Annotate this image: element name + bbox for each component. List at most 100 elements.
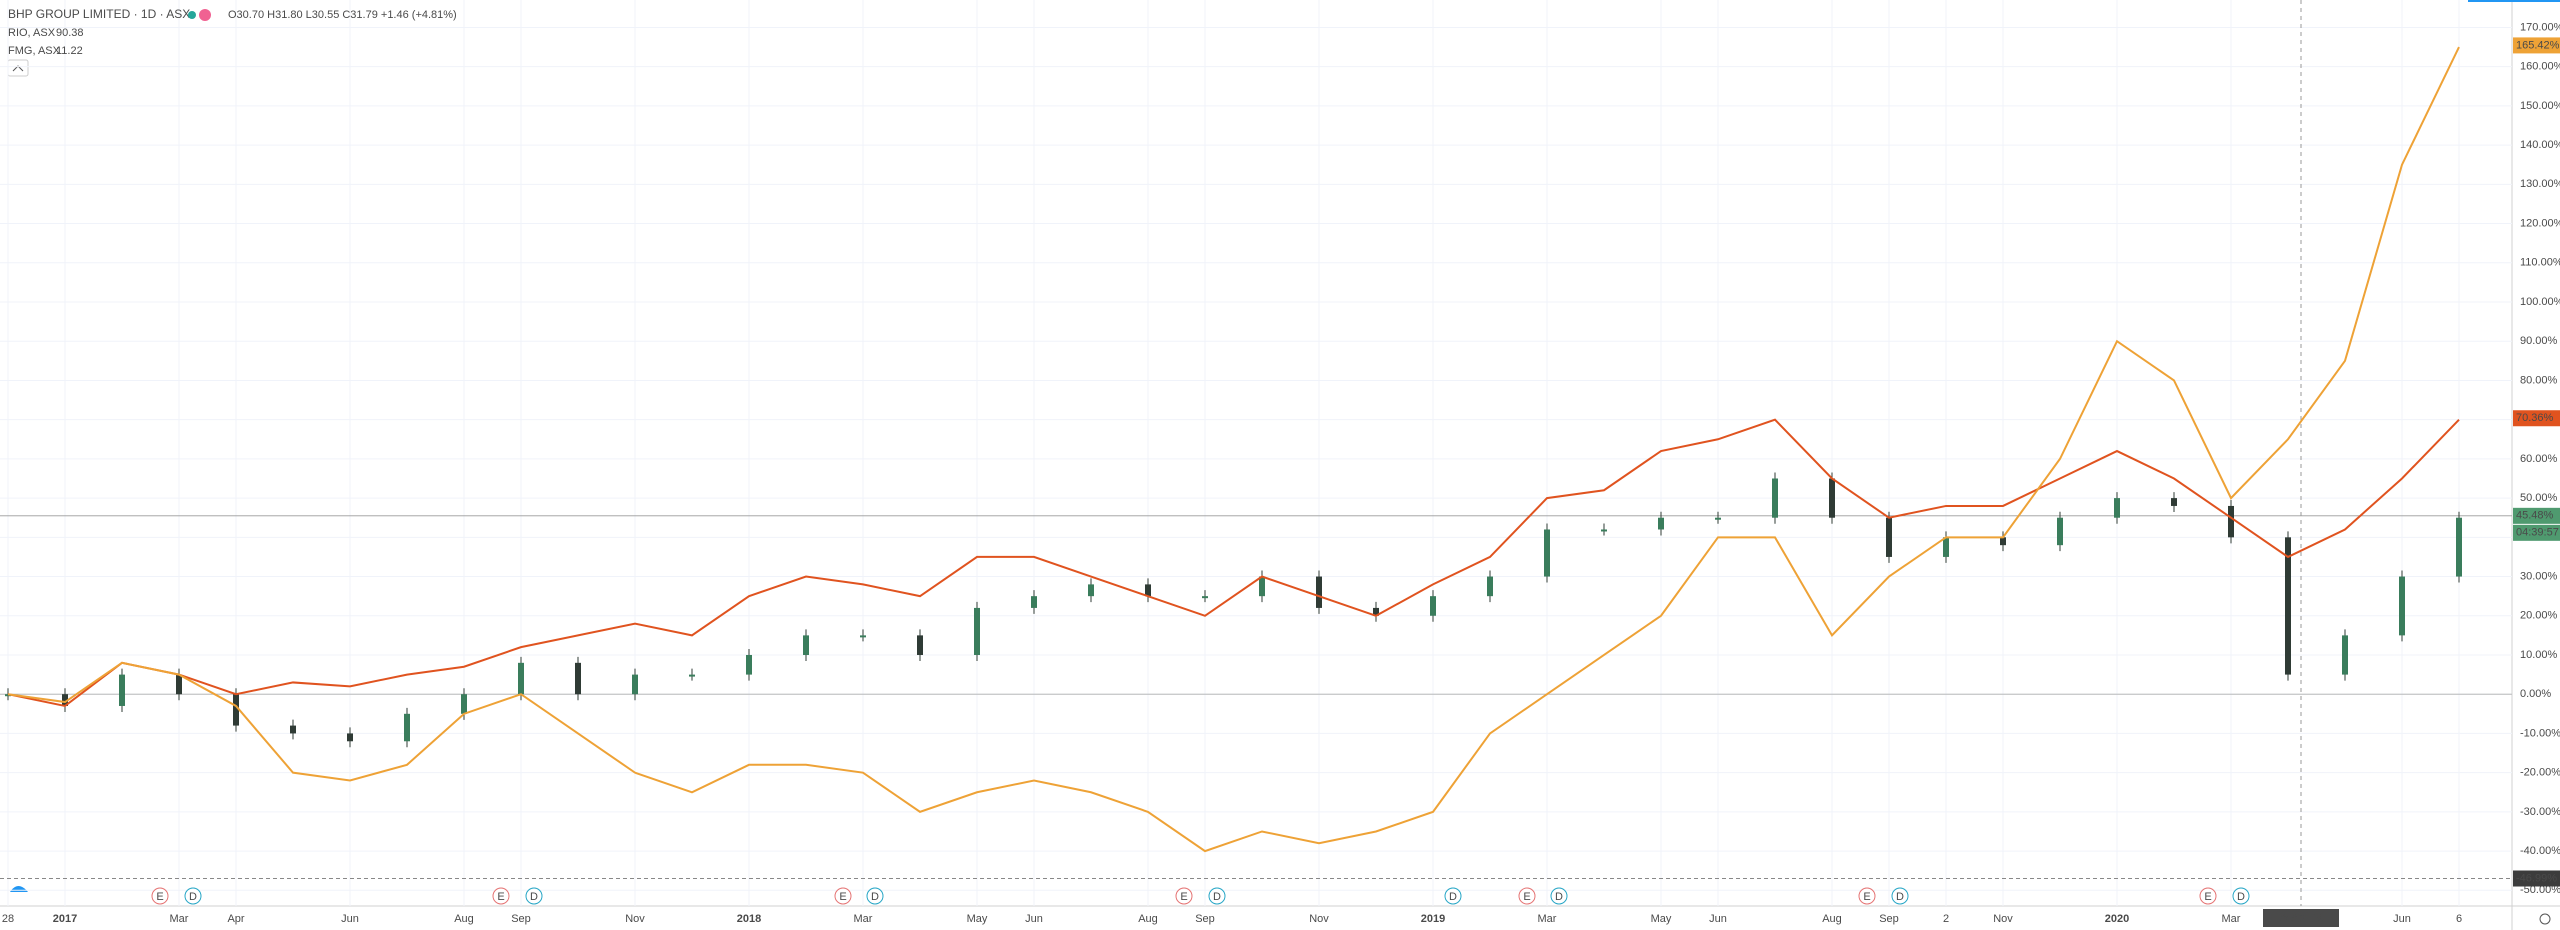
x-tick-label: Jun [1025,913,1043,925]
y-tick-label: 100.00% [2520,296,2560,308]
x-tick-label: Nov [625,913,645,925]
event-label: E [839,891,846,903]
candle [1772,478,1778,518]
event-marker [151,887,169,905]
price-tag [2513,507,2560,524]
y-tick-label: 110.00% [2520,257,2560,269]
event-label: E [1523,891,1530,903]
event-marker [1550,887,1568,905]
candle [119,674,125,706]
candle [2456,517,2462,577]
event-marker [1891,887,1909,905]
crosshair-label: 06 Apr '20 [2276,912,2325,924]
candle [1886,517,1892,557]
candle [233,694,239,726]
event-label: D [1449,891,1457,903]
y-tick-label: 170.00% [2520,21,2560,33]
x-tick-label: Mar [2222,913,2241,925]
x-tick-label: May [1651,913,1672,925]
x-tick-label: 2 [1943,913,1949,925]
candle [1658,517,1664,530]
candle [860,635,866,638]
countdown: 04:39:57 [2516,527,2559,539]
event-label: E [1180,891,1187,903]
x-tick-label: Sep [1195,913,1215,925]
event-label: E [156,891,163,903]
y-tick-label: 80.00% [2520,374,2558,386]
candle [176,674,182,695]
candle [1202,596,1208,599]
candle [461,694,467,714]
candle [2228,505,2234,538]
candle [518,662,524,695]
event-label: D [871,891,879,903]
candle [2342,635,2348,675]
x-tick-label: Nov [1993,913,2013,925]
y-tick-label: 90.00% [2520,335,2558,347]
event-label: D [1896,891,1904,903]
x-tick-label: Mar [854,913,873,925]
x-tick-label: Aug [454,913,474,925]
x-tick-label: Jun [2393,913,2411,925]
event-label: D [1555,891,1563,903]
event-label: D [1213,891,1221,903]
ohlc: O30.70 H31.80 L30.55 C31.79 +1.46 (+4.81… [228,9,457,21]
low-tag [2513,870,2560,887]
candle [404,713,410,742]
legend-name: FMG, ASX [8,45,61,57]
status-badge [199,9,211,21]
x-tick-label: Jun [341,913,359,925]
y-tick-label: 130.00% [2520,178,2560,190]
event-marker [2232,887,2250,905]
event-marker [492,887,510,905]
y-tick-label: 20.00% [2520,610,2558,622]
legend-value: 90.38 [56,27,84,39]
collapse-icon [12,65,24,72]
y-tick-label: -10.00% [2520,727,2560,739]
y-tick-label: -40.00% [2520,845,2560,857]
x-tick-label: Nov [1309,913,1329,925]
event-label: E [497,891,504,903]
collapse-button[interactable] [7,59,29,77]
candle [2285,537,2291,675]
candle [1259,576,1265,597]
settings-icon[interactable] [2539,913,2551,925]
candle [1601,529,1607,532]
x-tick-label: 2019 [1421,913,1445,925]
x-tick-label: 28 [2,913,14,925]
candle [1145,584,1151,597]
top-accent [2468,0,2560,2]
x-tick-label: Apr [227,913,244,925]
x-tick-label: 2017 [53,913,77,925]
event-marker [184,887,202,905]
y-tick-label: 10.00% [2520,649,2558,661]
candle [347,733,353,742]
y-tick-label: 160.00% [2520,61,2560,73]
crosshair-tag [2263,909,2339,927]
price-tag [2513,37,2560,54]
candle [1088,584,1094,597]
event-label: E [2204,891,2211,903]
legend-name: RIO, ASX [8,27,56,39]
y-tick-label: -20.00% [2520,767,2560,779]
price-tag-label: 165.42% [2516,39,2560,51]
candle [1487,576,1493,597]
countdown-tag [2513,524,2560,541]
x-tick-label: Aug [1822,913,1842,925]
y-tick-label: -30.00% [2520,806,2560,818]
event-marker [866,887,884,905]
candle [689,674,695,677]
y-tick-label: 0.00% [2520,688,2551,700]
candle [1829,478,1835,518]
event-label: D [2237,891,2245,903]
candle [2171,498,2177,506]
candle [746,654,752,675]
price-tag-label: 45.48% [2516,510,2554,522]
event-marker [1175,887,1193,905]
event-label: D [189,891,197,903]
series-line [7,418,2460,708]
low-tag-label: -46.99% [2516,872,2557,884]
